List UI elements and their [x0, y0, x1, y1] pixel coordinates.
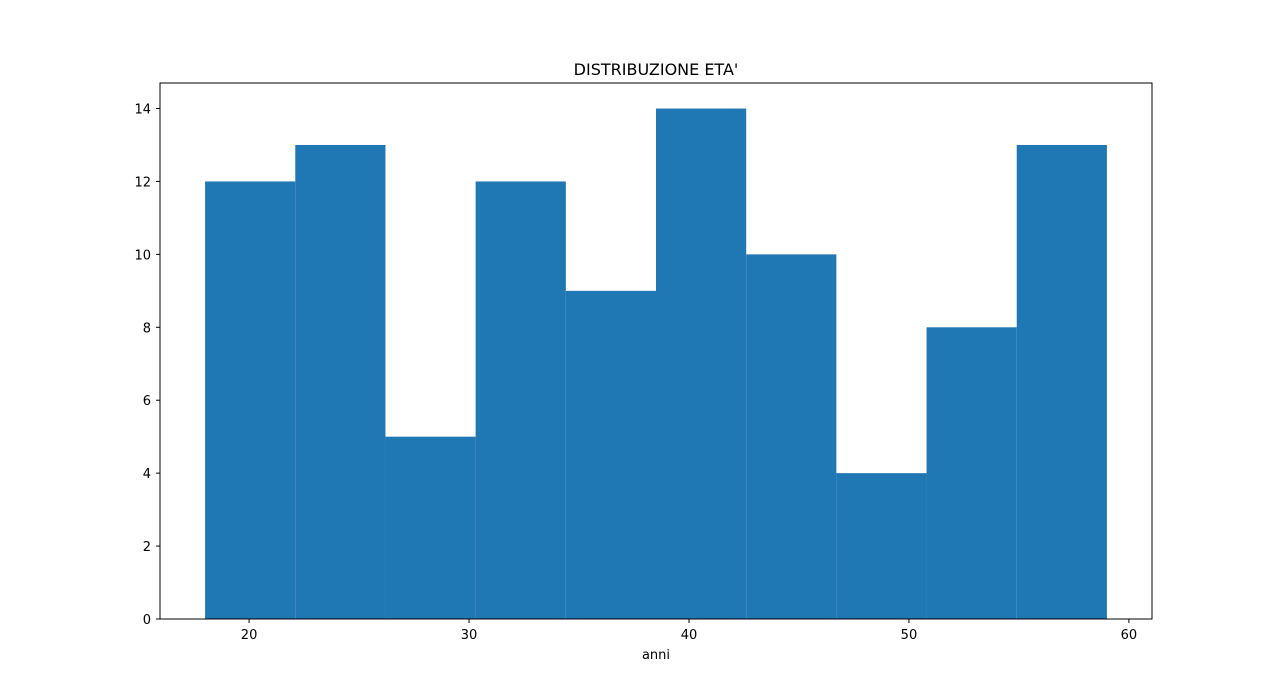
x-tick-label: 50 [901, 628, 918, 643]
histogram-bar [1016, 144, 1107, 619]
y-tick-label: 8 [143, 321, 151, 336]
y-tick-label: 6 [143, 394, 151, 409]
y-axis-ticks: 0 2 4 6 8 10 12 14 [134, 103, 160, 628]
x-axis-ticks: 20 30 40 50 60 [241, 619, 1137, 643]
x-tick-label: 40 [681, 628, 698, 643]
chart-title: DISTRIBUZIONE ETA' [574, 60, 739, 79]
plot-frame [159, 82, 1153, 620]
x-tick-label: 30 [461, 628, 478, 643]
histogram-bar [385, 436, 476, 619]
x-axis-label: anni [642, 648, 670, 663]
histogram-bar [746, 254, 837, 619]
y-tick-label: 14 [134, 103, 151, 118]
histogram-bar [836, 473, 927, 619]
histogram-bar [565, 290, 656, 619]
y-tick-label: 12 [134, 175, 151, 190]
histogram-bar [656, 108, 747, 620]
y-tick-label: 2 [143, 540, 151, 555]
bars-group [205, 108, 1107, 620]
y-tick-label: 10 [134, 248, 151, 263]
x-tick-label: 20 [241, 628, 258, 643]
y-tick-label: 0 [143, 613, 151, 628]
y-tick-label: 4 [143, 467, 151, 482]
histogram-bar [205, 181, 296, 619]
histogram-bar [295, 144, 386, 619]
histogram-bar [475, 181, 566, 619]
x-tick-label: 60 [1121, 628, 1138, 643]
histogram-bar [926, 327, 1017, 619]
